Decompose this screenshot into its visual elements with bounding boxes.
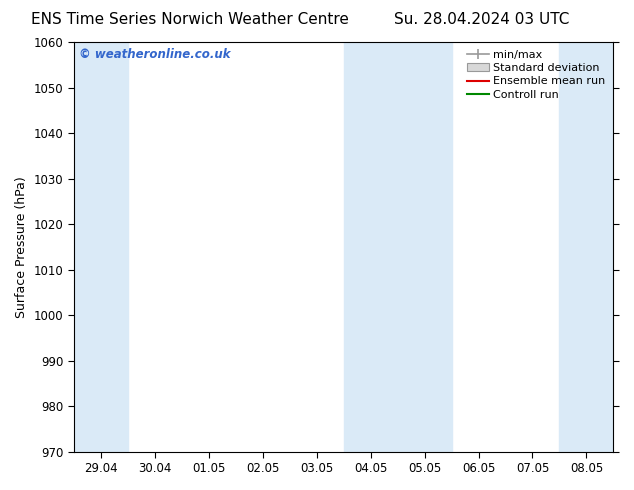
Y-axis label: Surface Pressure (hPa): Surface Pressure (hPa) xyxy=(15,176,28,318)
Text: © weatheronline.co.uk: © weatheronline.co.uk xyxy=(79,48,231,61)
Legend: min/max, Standard deviation, Ensemble mean run, Controll run: min/max, Standard deviation, Ensemble me… xyxy=(465,48,608,102)
Text: ENS Time Series Norwich Weather Centre: ENS Time Series Norwich Weather Centre xyxy=(31,12,349,27)
Bar xyxy=(74,42,127,452)
Bar xyxy=(559,42,614,452)
Text: Su. 28.04.2024 03 UTC: Su. 28.04.2024 03 UTC xyxy=(394,12,569,27)
Bar xyxy=(344,42,451,452)
